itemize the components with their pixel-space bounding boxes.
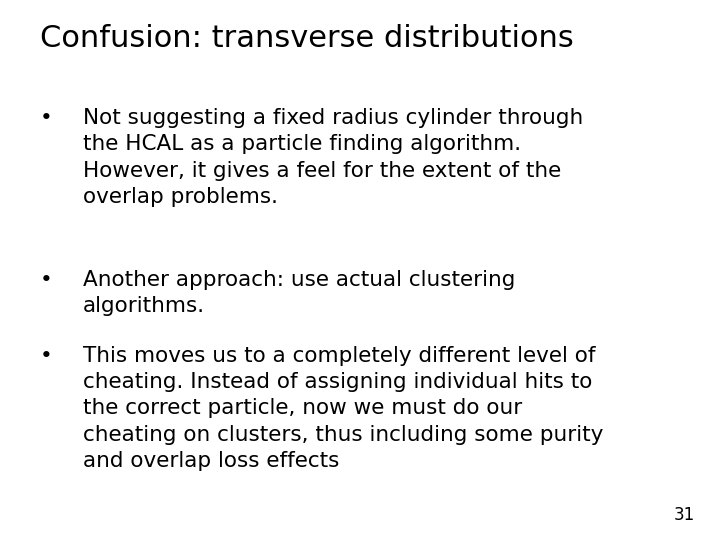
Text: •: • — [40, 108, 53, 128]
Text: Not suggesting a fixed radius cylinder through
the HCAL as a particle finding al: Not suggesting a fixed radius cylinder t… — [83, 108, 583, 207]
Text: This moves us to a completely different level of
cheating. Instead of assigning : This moves us to a completely different … — [83, 346, 603, 471]
Text: Another approach: use actual clustering
algorithms.: Another approach: use actual clustering … — [83, 270, 516, 316]
Text: 31: 31 — [673, 506, 695, 524]
Text: Confusion: transverse distributions: Confusion: transverse distributions — [40, 24, 573, 53]
Text: •: • — [40, 270, 53, 290]
Text: •: • — [40, 346, 53, 366]
